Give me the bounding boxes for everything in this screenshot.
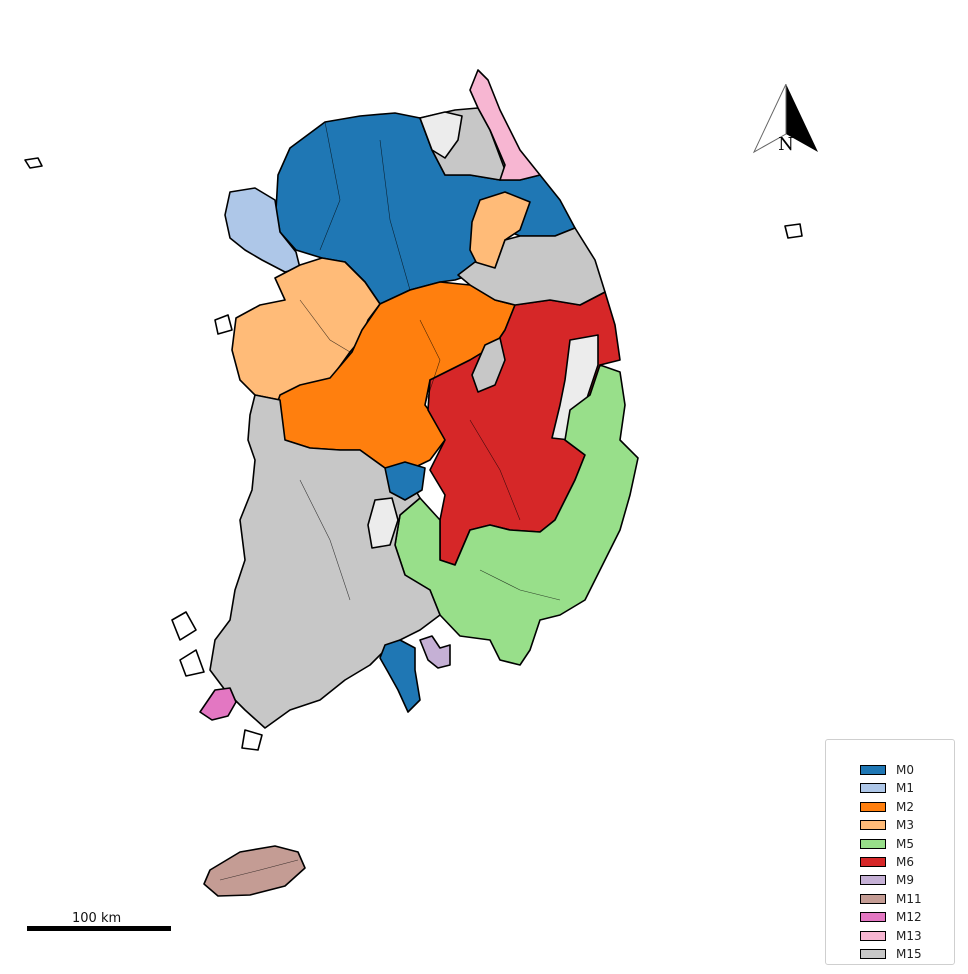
legend-label: M11 bbox=[896, 891, 922, 906]
north-label: N bbox=[778, 134, 794, 155]
legend-swatch bbox=[860, 857, 886, 867]
legend: M0 M1 M2 M3 M5 M6 M9 M11 M12 M13 M15 bbox=[825, 739, 955, 965]
legend-label: M2 bbox=[896, 799, 914, 814]
legend-item-m12: M12 bbox=[860, 909, 922, 925]
region-unclassified-south[interactable] bbox=[367, 497, 399, 549]
legend-label: M6 bbox=[896, 855, 914, 869]
legend-label: M5 bbox=[896, 836, 914, 851]
legend-swatch bbox=[860, 783, 886, 794]
legend-item-m0: M0 bbox=[860, 762, 914, 778]
island bbox=[241, 729, 263, 751]
legend-item-m15: M15 bbox=[860, 946, 922, 962]
legend-item-m2: M2 bbox=[860, 799, 914, 815]
legend-swatch bbox=[860, 912, 886, 923]
legend-swatch bbox=[860, 893, 886, 904]
legend-label: M13 bbox=[896, 928, 922, 943]
legend-label: M12 bbox=[896, 910, 922, 925]
legend-item-m5: M5 bbox=[860, 836, 914, 852]
region-m11[interactable] bbox=[203, 845, 306, 897]
region-m15-northeast[interactable] bbox=[457, 227, 606, 306]
legend-swatch bbox=[860, 949, 886, 959]
scale-bar-label: 100 km bbox=[72, 911, 122, 926]
island bbox=[24, 157, 43, 169]
island bbox=[784, 223, 803, 239]
island bbox=[214, 314, 233, 335]
region-m13[interactable] bbox=[469, 69, 541, 181]
region-unclassified-north[interactable] bbox=[419, 111, 463, 159]
legend-label: M9 bbox=[896, 873, 914, 888]
region-m15-southwest[interactable] bbox=[209, 394, 441, 729]
legend-swatch bbox=[860, 930, 886, 941]
legend-swatch bbox=[860, 765, 886, 775]
legend-item-m1: M1 bbox=[860, 780, 914, 796]
legend-label: M1 bbox=[896, 781, 914, 796]
island bbox=[171, 611, 197, 641]
island bbox=[179, 649, 205, 677]
legend-item-m11: M11 bbox=[860, 891, 922, 907]
legend-swatch bbox=[860, 875, 886, 886]
scale-bar bbox=[27, 926, 171, 931]
legend-swatch bbox=[860, 801, 886, 812]
region-m0-south[interactable] bbox=[379, 639, 421, 713]
legend-swatch bbox=[860, 838, 886, 849]
legend-swatch bbox=[860, 820, 886, 831]
region-m9[interactable] bbox=[419, 635, 451, 669]
legend-item-m6: M6 bbox=[860, 854, 914, 870]
north-arrow-icon: N bbox=[752, 84, 818, 155]
region-m0-center[interactable] bbox=[384, 461, 426, 501]
legend-item-m9: M9 bbox=[860, 872, 914, 888]
legend-label: M0 bbox=[896, 763, 914, 777]
legend-item-m3: M3 bbox=[860, 817, 914, 833]
legend-item-m13: M13 bbox=[860, 928, 922, 944]
region-m15-inner[interactable] bbox=[471, 337, 506, 393]
region-m12[interactable] bbox=[199, 687, 237, 721]
legend-label: M3 bbox=[896, 818, 914, 833]
legend-label: M15 bbox=[896, 947, 922, 961]
